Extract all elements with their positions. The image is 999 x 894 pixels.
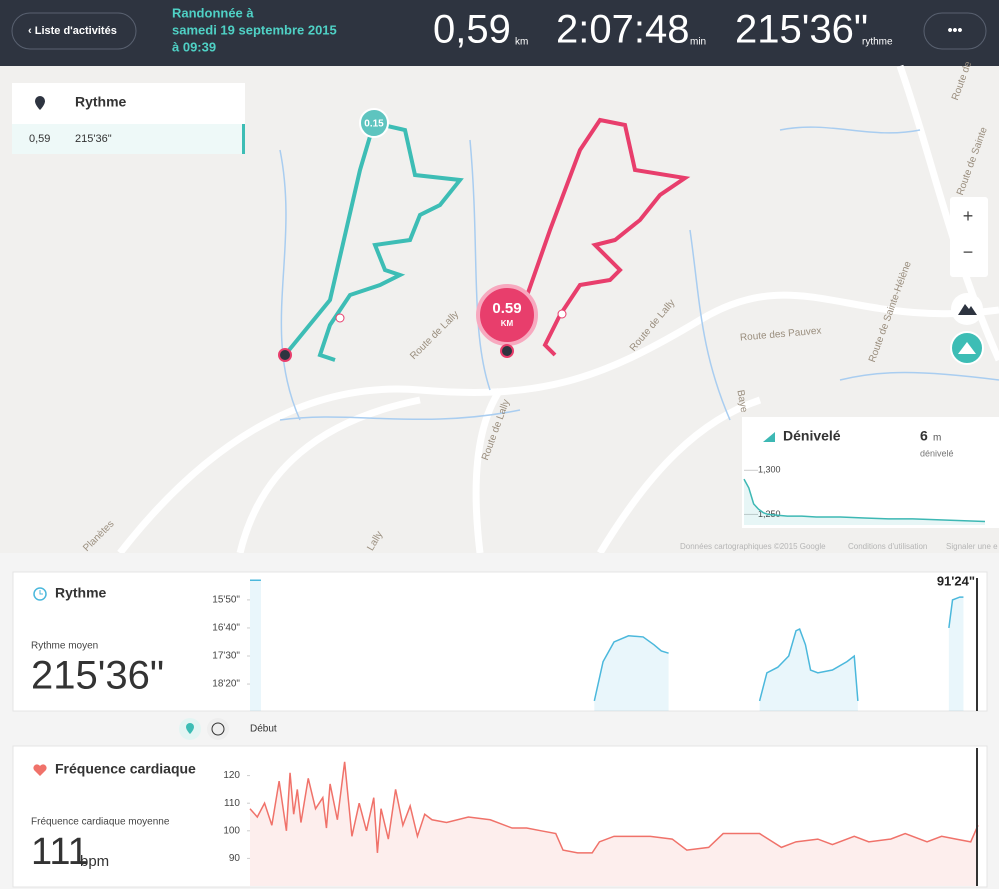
heart-unit: bpm [80, 853, 109, 870]
zoom-in[interactable]: + [963, 206, 974, 226]
zoom-out[interactable]: − [963, 242, 974, 262]
elevation-panel [742, 417, 999, 528]
stat-value: 0,59 [433, 8, 511, 52]
attribution[interactable]: Conditions d'utilisation [848, 542, 927, 551]
menu-button[interactable] [923, 12, 987, 50]
marker-start[interactable] [359, 108, 389, 138]
clock-icon [33, 587, 47, 601]
pace-max: 91'24" [937, 573, 975, 588]
heart-title: Fréquence cardiaque [55, 761, 196, 777]
area [250, 580, 964, 711]
elevation-icon [763, 432, 775, 442]
pace-title: Rythme [55, 585, 107, 601]
pin-icon [186, 723, 194, 734]
stat-unit: rythme [862, 37, 893, 48]
y-tick-label: 120 [223, 770, 240, 781]
y-tick-label: 90 [229, 853, 241, 864]
pace-caption: Rythme moyen [31, 641, 98, 652]
pace-average: 215'36" [31, 654, 164, 698]
heart-icon [33, 764, 47, 776]
attribution: Données cartographiques ©2015 Google [680, 542, 826, 551]
panel-row[interactable] [12, 124, 245, 154]
stat-unit: km [515, 37, 528, 48]
road-label: Baye [734, 389, 749, 414]
y-tick-label: 17'30" [212, 651, 240, 662]
y-tick-label: 15'50" [212, 595, 240, 606]
heart-card [12, 745, 988, 888]
map-rivers [279, 126, 999, 421]
attribution[interactable]: Signaler une e [946, 542, 998, 551]
area [250, 761, 978, 886]
heart-caption: Fréquence cardiaque moyenne [31, 817, 170, 828]
line [249, 761, 979, 854]
stat-value: 215'36" [735, 8, 868, 52]
elevation-title: Dénivelé [783, 428, 841, 444]
time-toggle[interactable] [207, 718, 229, 740]
y-tick-label: 16'40" [212, 623, 240, 634]
waypoint [335, 313, 345, 323]
map-roads [117, 64, 999, 556]
menu-label[interactable]: ••• [948, 22, 963, 38]
y-tick-label: 110 [224, 798, 240, 809]
activity-title: Randonnée à [172, 5, 254, 20]
row-indicator [242, 124, 245, 154]
marker-end-unit: KM [501, 319, 514, 328]
elevation-unit: m [933, 433, 941, 444]
y-tick-label: 100 [223, 825, 240, 836]
stat-value: 2:07:48 [556, 8, 689, 52]
activity-title: à 09:39 [172, 39, 216, 54]
activity-title: samedi 19 septembre 2015 [172, 22, 337, 37]
terrain-icon [958, 304, 977, 315]
clock-icon [211, 722, 225, 736]
marker-start-label: 0.15 [364, 119, 384, 130]
line [743, 478, 986, 523]
pace-card [12, 571, 988, 712]
zoom-control [950, 197, 988, 277]
elevation-icon [958, 342, 976, 354]
pin-icon [35, 96, 45, 110]
track-end [506, 117, 691, 357]
start-point [278, 348, 292, 362]
waypoint [557, 309, 567, 319]
marker-end-label: 0.59 [492, 300, 521, 317]
back-button[interactable] [11, 12, 137, 50]
elevation-caption: dénivelé [920, 448, 954, 458]
heart-average: 111 [31, 831, 89, 873]
area [744, 479, 985, 525]
panel-title: Rythme [75, 94, 127, 110]
back-label[interactable]: ‹ Liste d'activités [28, 25, 117, 37]
y-tick-label: 18'20" [212, 679, 240, 690]
stat-unit: min [690, 37, 706, 48]
top-bar [0, 0, 999, 66]
line [250, 579, 964, 702]
panel-cell: 215'36" [75, 133, 112, 145]
panel-cell: 0,59 [29, 133, 50, 145]
y-tick-label: 1,300 [758, 465, 781, 475]
elevation-value: 6 [920, 428, 928, 444]
clock-hands [39, 590, 43, 595]
toggle-label: Début [250, 724, 277, 735]
end-point [500, 344, 514, 358]
